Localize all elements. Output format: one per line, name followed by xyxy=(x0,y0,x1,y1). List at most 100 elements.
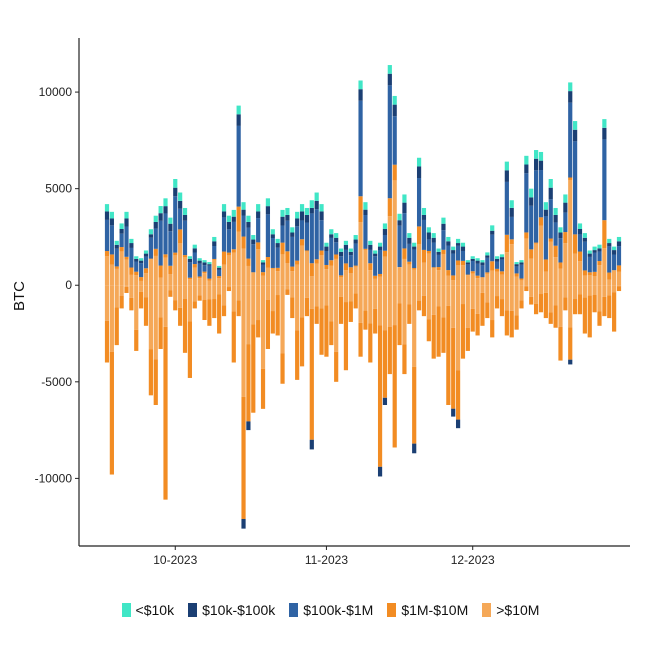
bar-pos-10k-100k xyxy=(577,228,583,235)
bar-pos-10k-100k xyxy=(314,200,319,210)
bar-neg-gt10m xyxy=(485,285,490,303)
bar-neg-gt10m xyxy=(460,285,466,305)
bar-neg-10k-100k xyxy=(451,408,456,417)
bar-neg-gt10m xyxy=(582,285,587,298)
bar-neg-1m-10m xyxy=(226,287,232,292)
bar-pos-100k-1m xyxy=(538,170,544,218)
bar-pos-1m-10m xyxy=(182,255,188,258)
bar-neg-1m-10m xyxy=(173,300,178,311)
bar-pos-gt10m xyxy=(265,267,271,286)
bar-pos-100k-1m xyxy=(573,141,578,235)
y-tick-label: 0 xyxy=(65,278,72,292)
bar-pos-1m-10m xyxy=(426,250,431,254)
bar-neg-1m-10m xyxy=(270,311,275,334)
bar-neg-gt10m xyxy=(587,285,592,296)
bar-pos-10k-100k xyxy=(494,258,500,262)
bar-pos-lt10k xyxy=(124,211,129,219)
bar-pos-1m-10m xyxy=(251,272,256,273)
bar-pos-10k-100k xyxy=(382,228,388,235)
bar-pos-100k-1m xyxy=(602,139,607,221)
bar-neg-1m-10m xyxy=(402,344,407,375)
legend-item-gt10m: >$10M xyxy=(482,602,539,618)
bar-pos-1m-10m xyxy=(358,196,363,223)
bar-pos-100k-1m xyxy=(207,265,212,279)
bar-pos-100k-1m xyxy=(402,213,407,249)
bar-neg-gt10m xyxy=(563,285,568,298)
bar-pos-1m-10m xyxy=(202,271,207,274)
bar-pos-lt10k xyxy=(446,236,451,242)
bar-pos-1m-10m xyxy=(475,275,480,279)
bar-pos-100k-1m xyxy=(568,102,573,178)
bar-pos-gt10m xyxy=(373,278,378,286)
bar-pos-100k-1m xyxy=(212,246,217,259)
bar-pos-10k-100k xyxy=(421,214,427,220)
bar-pos-1m-10m xyxy=(139,277,144,281)
bar-pos-1m-10m xyxy=(470,271,475,274)
bar-pos-lt10k xyxy=(397,213,402,221)
bar-pos-lt10k xyxy=(592,246,597,251)
bar-pos-100k-1m xyxy=(178,208,183,230)
bar-pos-100k-1m xyxy=(260,264,266,273)
bar-neg-1m-10m xyxy=(558,326,563,361)
bar-pos-lt10k xyxy=(129,238,134,244)
bar-neg-1m-10m xyxy=(299,317,305,367)
bar-pos-10k-100k xyxy=(416,166,422,179)
bar-pos-lt10k xyxy=(182,207,188,215)
bar-pos-gt10m xyxy=(168,274,173,286)
bar-pos-lt10k xyxy=(295,211,300,219)
bar-neg-1m-10m xyxy=(431,314,436,359)
bar-neg-gt10m xyxy=(275,285,280,296)
bar-pos-1m-10m xyxy=(329,260,334,266)
bar-pos-10k-100k xyxy=(524,164,529,174)
bar-pos-1m-10m xyxy=(192,264,197,268)
bar-pos-100k-1m xyxy=(134,261,139,272)
bar-neg-gt10m xyxy=(597,285,602,312)
bar-neg-10k-100k xyxy=(455,419,461,429)
bar-neg-1m-10m xyxy=(436,306,441,357)
bar-neg-1m-10m xyxy=(246,344,251,422)
bar-pos-1m-10m xyxy=(226,252,232,256)
bar-pos-100k-1m xyxy=(153,228,158,249)
bar-pos-10k-100k xyxy=(387,73,392,86)
bar-pos-lt10k xyxy=(451,246,456,251)
bar-pos-lt10k xyxy=(514,262,519,265)
bar-pos-10k-100k xyxy=(534,158,539,171)
bar-pos-1m-10m xyxy=(143,268,149,274)
bar-neg-gt10m xyxy=(280,285,285,354)
bar-neg-gt10m xyxy=(309,285,314,309)
bar-pos-lt10k xyxy=(251,235,256,240)
bar-pos-lt10k xyxy=(368,240,373,245)
bar-neg-gt10m xyxy=(446,285,451,306)
bar-pos-1m-10m xyxy=(377,273,383,277)
bar-pos-1m-10m xyxy=(534,242,539,244)
bar-neg-1m-10m xyxy=(358,322,363,357)
bar-pos-gt10m xyxy=(382,256,388,286)
bar-pos-lt10k xyxy=(538,151,544,161)
bar-neg-gt10m xyxy=(260,285,266,369)
bar-pos-lt10k xyxy=(207,262,212,265)
bar-pos-1m-10m xyxy=(173,252,178,256)
bar-neg-10k-100k xyxy=(241,518,246,529)
bar-neg-1m-10m xyxy=(416,300,422,311)
bar-pos-100k-1m xyxy=(499,259,505,272)
bar-neg-gt10m xyxy=(304,285,310,298)
bar-neg-1m-10m xyxy=(607,295,612,319)
bar-pos-lt10k xyxy=(168,217,173,224)
bar-pos-gt10m xyxy=(534,243,539,286)
bar-neg-gt10m xyxy=(524,285,529,287)
bar-neg-1m-10m xyxy=(446,305,451,405)
bar-neg-gt10m xyxy=(202,285,207,300)
bar-neg-gt10m xyxy=(494,285,500,297)
bar-pos-lt10k xyxy=(275,238,280,244)
bar-neg-gt10m xyxy=(538,285,544,295)
bar-pos-1m-10m xyxy=(246,258,251,266)
bar-pos-gt10m xyxy=(182,257,188,286)
bar-pos-10k-100k xyxy=(475,260,480,264)
bar-pos-100k-1m xyxy=(441,230,446,250)
bar-pos-1m-10m xyxy=(568,177,573,180)
bar-pos-100k-1m xyxy=(231,221,236,250)
bar-neg-gt10m xyxy=(192,285,197,302)
bar-pos-gt10m xyxy=(104,256,110,286)
bar-pos-lt10k xyxy=(470,256,475,259)
bar-neg-1m-10m xyxy=(178,307,183,326)
